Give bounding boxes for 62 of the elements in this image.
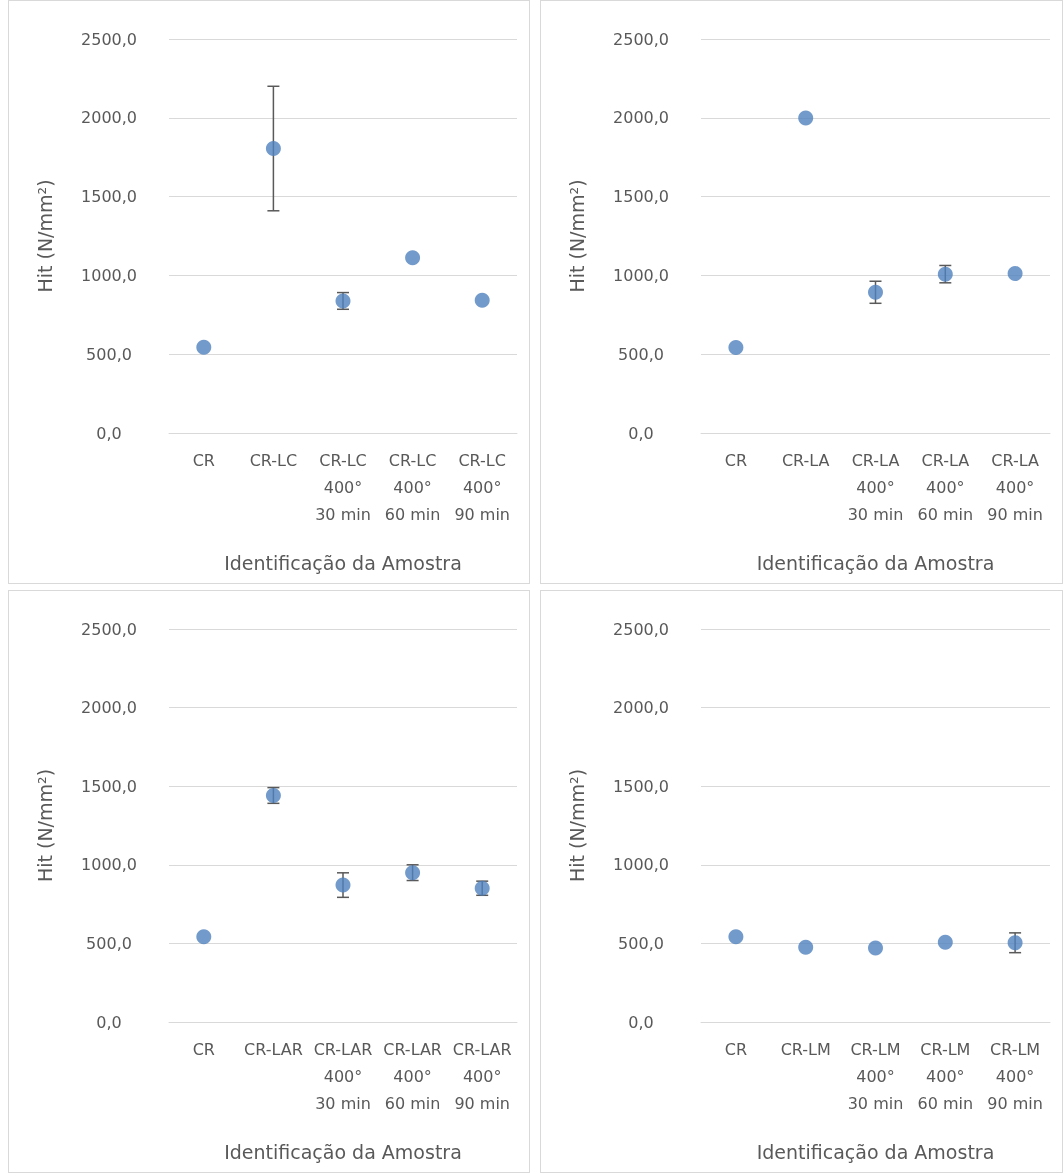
y-tick-label: 1000,0 [81, 265, 137, 285]
x-tick-label: CR-LAR [244, 1040, 303, 1059]
x-tick-label: CR-LA 400° 90 min [987, 451, 1043, 524]
x-tick-label: CR-LM 400° 90 min [987, 1040, 1043, 1113]
x-tick-label: CR-LAR 400° 30 min [313, 1040, 373, 1113]
y-tick-label: 2500,0 [81, 29, 137, 49]
point [196, 929, 212, 945]
y-tick-label: 0,0 [96, 423, 122, 443]
x-tick-label: CR-LC 400° 90 min [454, 451, 511, 524]
y-tick-label: 2500,0 [81, 619, 137, 639]
x-tick-label: CR [724, 1040, 748, 1059]
y-tick-label: 500,0 [86, 344, 132, 364]
point [196, 339, 212, 355]
y-tick-label: 2000,0 [613, 108, 669, 128]
x-tick-label: CR-LC [249, 451, 298, 470]
x-axis-title: Identificação da Amostra [224, 551, 462, 574]
y-axis-title: Hit (N/mm²) [565, 768, 588, 883]
x-tick-label: CR-LM 400° 30 min [847, 1040, 904, 1113]
y-axis-title: Hit (N/mm²) [33, 179, 56, 293]
y-tick-label: 1000,0 [81, 855, 137, 875]
y-tick-label: 2500,0 [613, 619, 669, 639]
x-tick-label: CR-LAR 400° 90 min [452, 1040, 512, 1113]
x-axis-title: Identificação da Amostra [756, 551, 995, 574]
y-tick-label: 1500,0 [81, 776, 137, 796]
x-tick-label: CR [192, 451, 215, 470]
x-axis-title: Identificação da Amostra [756, 1140, 995, 1163]
y-tick-label: 1500,0 [613, 187, 669, 207]
y-axis-title: Hit (N/mm²) [33, 768, 56, 883]
y-tick-label: 1500,0 [613, 776, 669, 796]
y-tick-label: 0,0 [96, 1012, 122, 1032]
y-tick-label: 500,0 [86, 933, 132, 953]
point [1007, 266, 1023, 281]
y-tick-label: 2000,0 [81, 698, 137, 718]
x-tick-label: CR [724, 451, 748, 470]
point [868, 284, 883, 300]
point [474, 292, 490, 308]
point [405, 250, 421, 266]
y-axis-title: Hit (N/mm²) [565, 179, 588, 293]
x-axis-title: Identificação da Amostra [224, 1140, 462, 1163]
y-tick-label: 2500,0 [613, 29, 669, 49]
x-tick-label: CR-LA 400° 60 min [917, 451, 974, 524]
point [798, 110, 814, 126]
y-tick-label: 0,0 [628, 423, 654, 443]
point [728, 339, 744, 355]
x-tick-label: CR-LM 400° 60 min [917, 1040, 974, 1113]
y-tick-label: 500,0 [618, 933, 664, 953]
x-tick-label: CR-LA 400° 30 min [847, 451, 904, 524]
y-tick-label: 1500,0 [81, 187, 137, 207]
y-tick-label: 1000,0 [613, 265, 669, 285]
y-tick-label: 0,0 [628, 1012, 654, 1032]
x-tick-label: CR-LAR 400° 60 min [383, 1040, 442, 1113]
x-tick-label: CR-LC 400° 60 min [384, 451, 441, 524]
y-tick-label: 2000,0 [81, 108, 137, 128]
x-tick-label: CR-LC 400° 30 min [315, 451, 371, 524]
y-tick-label: 500,0 [618, 344, 664, 364]
x-tick-label: CR-LA [781, 451, 830, 470]
x-tick-label: CR-LM [780, 1040, 831, 1059]
x-tick-label: CR [192, 1040, 215, 1059]
y-tick-label: 2000,0 [613, 698, 669, 718]
point [335, 877, 351, 893]
y-tick-label: 1000,0 [613, 855, 669, 875]
point [265, 141, 281, 157]
